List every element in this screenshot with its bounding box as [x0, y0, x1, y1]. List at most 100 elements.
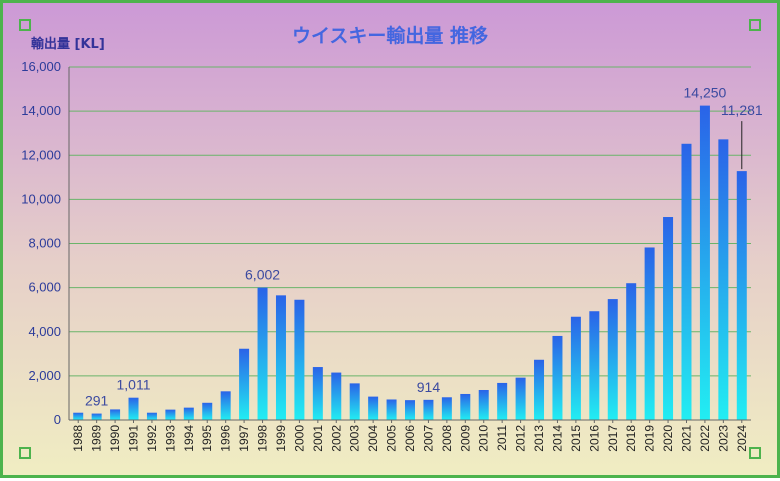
x-tick-label: 1993 — [163, 425, 177, 452]
data-label: 14,250 — [684, 85, 727, 101]
bar-2000 — [294, 299, 305, 420]
x-tick-label: 2005 — [385, 425, 399, 452]
bar-2011 — [497, 382, 508, 420]
x-tick-label: 2001 — [311, 425, 325, 452]
bar-2003 — [349, 383, 360, 420]
x-tick-label: 2024 — [735, 425, 749, 452]
bar-chart: ウイスキー輸出量 推移 輸出量 [KL] 0 2,000 4,000 6,000 8,0… — [21, 24, 763, 452]
bar-2008 — [441, 397, 452, 420]
x-tick-label: 2023 — [716, 425, 730, 452]
bar-1994 — [183, 407, 194, 420]
y-axis-label: 輸出量 [KL] — [31, 36, 105, 52]
x-tick-label: 2022 — [698, 425, 712, 452]
x-tick-label: 1992 — [145, 425, 159, 452]
bar-2018 — [626, 283, 637, 420]
data-label: 291 — [85, 393, 109, 409]
x-tick-label: 1996 — [219, 425, 233, 452]
x-tick-label: 2010 — [477, 425, 491, 452]
bar-2005 — [386, 399, 397, 420]
x-tick-label: 1988 — [71, 425, 85, 452]
bar-2013 — [534, 359, 545, 420]
bar-2019 — [644, 247, 655, 420]
bar-1998 — [257, 287, 268, 420]
x-tick-label: 2008 — [440, 425, 454, 452]
bar-2007 — [423, 399, 434, 420]
bar-1991 — [128, 397, 139, 420]
bar-2001 — [312, 367, 323, 420]
bar-2016 — [589, 311, 600, 420]
x-tick-label: 2004 — [366, 425, 380, 452]
bar-1997 — [239, 348, 250, 420]
x-tick-label: 2007 — [421, 425, 435, 452]
y-tick-label: 4,000 — [28, 324, 61, 339]
x-tick-label: 1995 — [200, 425, 214, 452]
x-tick-label: 2015 — [569, 425, 583, 452]
bar-2021 — [681, 143, 692, 420]
bar-2020 — [663, 217, 674, 420]
bars — [73, 105, 747, 421]
x-tick-label: 2013 — [532, 425, 546, 452]
x-tick-label: 1991 — [127, 425, 141, 452]
bar-1990 — [110, 409, 121, 420]
bar-2023 — [718, 139, 729, 421]
bar-2024 — [736, 171, 747, 420]
x-tick-label: 2021 — [679, 425, 693, 452]
x-tick-label: 2006 — [403, 425, 417, 452]
y-tick-label: 14,000 — [21, 103, 61, 118]
bar-2015 — [570, 316, 581, 420]
bar-2006 — [405, 400, 415, 420]
x-tick-label: 2018 — [624, 425, 638, 452]
data-label: 1,011 — [117, 377, 151, 393]
bar-2004 — [368, 396, 379, 420]
y-tick-label: 16,000 — [21, 59, 61, 74]
x-tick-labels: 1988 1989 1990 1991 1992 1993 1994 1995 1996 1997… — [71, 425, 749, 452]
x-tick-label: 1990 — [108, 425, 122, 452]
bar-2014 — [552, 335, 563, 420]
x-tick-label: 2003 — [348, 425, 362, 452]
corner-ornament-top-right — [749, 19, 761, 31]
x-tick-label: 2020 — [661, 425, 675, 452]
chart-title: ウイスキー輸出量 推移 — [292, 24, 488, 47]
grid-lines — [69, 66, 751, 377]
x-tick-label: 1989 — [90, 425, 104, 452]
y-tick-label: 8,000 — [28, 236, 61, 251]
bar-1995 — [202, 402, 213, 420]
x-tick-label: 1997 — [237, 425, 251, 452]
axes — [68, 67, 751, 423]
bar-1993 — [165, 409, 176, 420]
data-label: 914 — [417, 379, 441, 395]
data-label: 6,002 — [245, 267, 280, 283]
bar-1999 — [275, 295, 286, 420]
x-tick-label: 2012 — [514, 425, 528, 452]
x-tick-label: 2017 — [606, 425, 620, 452]
x-tick-label: 2014 — [550, 425, 564, 452]
bar-1996 — [220, 391, 231, 420]
bar-2002 — [331, 372, 342, 420]
bar-2012 — [515, 377, 526, 420]
data-label: 11,281 — [721, 102, 763, 118]
x-tick-label: 2011 — [495, 425, 509, 451]
y-tick-label: 6,000 — [28, 280, 61, 295]
bar-2010 — [478, 389, 489, 420]
corner-ornament-top-left — [19, 19, 31, 31]
x-tick-label: 2009 — [458, 425, 472, 452]
x-tick-label: 1994 — [182, 425, 196, 452]
corner-ornament-bottom-right — [749, 447, 761, 459]
x-tick-label: 1998 — [256, 425, 270, 452]
bar-1988 — [73, 412, 84, 420]
x-tick-label: 1999 — [274, 425, 288, 452]
x-tick-label: 2019 — [643, 425, 657, 452]
y-tick-label: 2,000 — [28, 368, 61, 383]
x-tick-label: 2002 — [329, 425, 343, 452]
x-tick-label: 2000 — [292, 425, 306, 452]
y-tick-label: 12,000 — [21, 147, 61, 162]
corner-ornament-bottom-left — [19, 447, 31, 459]
bar-1989 — [91, 413, 102, 420]
x-tick-label: 2016 — [587, 425, 601, 452]
y-tick-label: 0 — [54, 412, 61, 427]
y-tick-labels: 0 2,000 4,000 6,000 8,000 10,000 12,000 14,000 1… — [21, 59, 61, 427]
bar-2017 — [607, 299, 618, 420]
bar-1992 — [146, 412, 157, 420]
